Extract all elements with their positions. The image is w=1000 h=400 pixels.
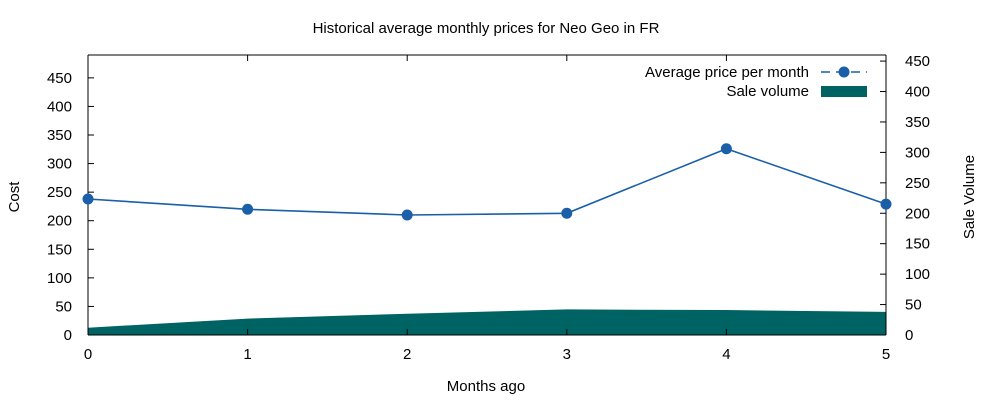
y-tick-label: 100 [47,270,72,287]
x-tick-label: 4 [722,346,730,363]
x-tick-label: 1 [243,346,251,363]
y-tick-label: 300 [47,156,72,173]
x-tick-label: 2 [403,346,411,363]
chart-title: Historical average monthly prices for Ne… [313,20,660,37]
legend-price-marker [838,66,850,78]
y2-tick-label: 450 [905,53,930,70]
y2-tick-label: 250 [905,175,930,192]
y-tick-label: 150 [47,241,72,258]
y-tick-label: 0 [64,327,72,344]
legend-swatch-price [821,66,867,78]
x-axis-label: Months ago [447,378,525,395]
y2-tick-label: 100 [905,266,930,283]
legend-label-volume: Sale volume [726,83,809,100]
y2-tick-label: 200 [905,205,930,222]
price-point [242,203,254,215]
price-line-layer [82,143,892,221]
axes [87,54,887,336]
price-point [561,207,573,219]
y2-tick-label: 300 [905,144,930,161]
y-tick-label: 50 [55,298,72,315]
price-point [880,198,892,210]
y-tick-label: 250 [47,184,72,201]
y2-tick-label: 0 [905,327,913,344]
y2-tick-label: 50 [905,297,922,314]
y2-axis-label: Sale Volume [961,155,978,239]
legend-label-price: Average price per month [645,64,809,81]
tick-labels: 0 1 2 3 4 50501001502002503003504004500501001… [47,53,930,363]
price-line [87,147,887,216]
x-tick-label: 0 [84,346,92,363]
legend-swatch-volume [821,86,867,97]
x-tick-label: 5 [882,346,890,363]
price-point [720,143,732,155]
y-tick-label: 200 [47,213,72,230]
price-point [82,193,94,205]
y-axis-label: Cost [6,181,23,213]
y-tick-label: 350 [47,127,72,144]
x-tick-label: 3 [563,346,571,363]
y2-tick-label: 350 [905,114,930,131]
sale-volume-area-layer [88,309,886,335]
y2-tick-label: 400 [905,84,930,101]
sale-volume-area [88,309,886,335]
y-tick-label: 400 [47,98,72,115]
y-tick-label: 450 [47,70,72,87]
price-point [401,209,413,221]
legend: Average price per month Sale volume [645,64,867,100]
y2-tick-label: 150 [905,236,930,253]
